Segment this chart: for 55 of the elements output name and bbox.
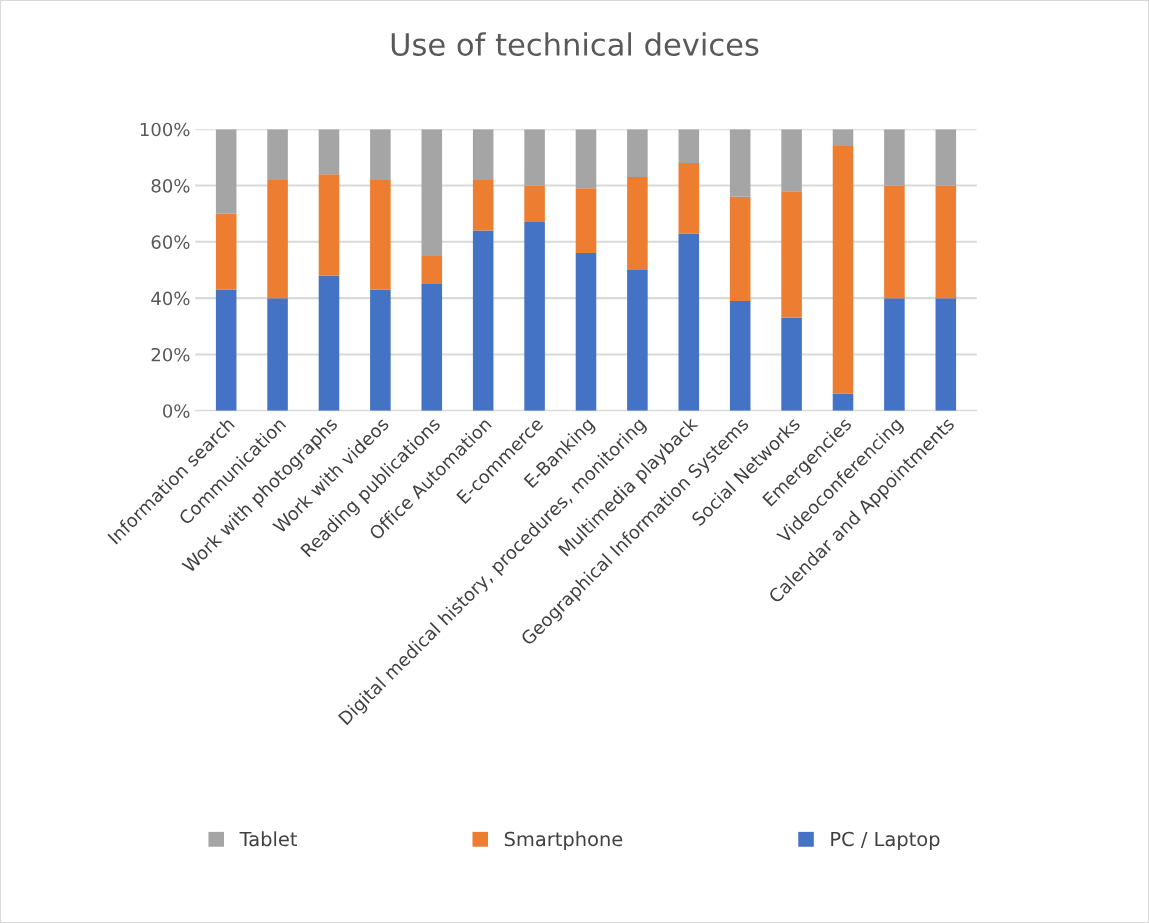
bar [935, 129, 957, 186]
bar [678, 163, 700, 234]
bar [524, 185, 545, 223]
bar [781, 317, 802, 411]
bar [575, 129, 597, 189]
bar [678, 129, 700, 163]
y-tick-label: 20% [151, 347, 190, 362]
bar [421, 129, 443, 256]
bar [884, 185, 905, 299]
bar [781, 191, 802, 318]
bar [575, 188, 597, 254]
bar [729, 300, 751, 411]
bar [318, 174, 340, 276]
bar [370, 129, 391, 180]
bar [729, 129, 751, 197]
bar [421, 255, 443, 285]
y-tick-label: 100% [140, 122, 190, 137]
bar [472, 230, 494, 411]
bar [832, 146, 854, 394]
bar [832, 129, 854, 147]
bar [884, 298, 905, 411]
bar [524, 222, 545, 411]
legend-label: PC / Laptop [831, 831, 940, 851]
bar [267, 179, 288, 299]
y-tick-label: 40% [151, 291, 190, 306]
y-tick-label: 80% [151, 178, 190, 193]
bar [575, 253, 597, 411]
bar [627, 129, 648, 178]
bar [318, 129, 340, 175]
y-tick-label: 0% [163, 404, 190, 418]
bar [472, 129, 494, 180]
bar [729, 196, 751, 301]
bar [421, 284, 443, 411]
bar [267, 129, 288, 180]
bar [267, 298, 288, 411]
bar [884, 129, 905, 186]
bar [318, 275, 340, 411]
bar [627, 269, 648, 411]
bar [935, 185, 957, 299]
y-tick-label: 60% [151, 235, 190, 249]
bar [370, 179, 391, 290]
bar [215, 289, 237, 411]
chart-title: Use of technical devices [391, 32, 759, 56]
bar [524, 129, 545, 186]
bar [935, 298, 957, 411]
bar [832, 393, 854, 411]
bar [215, 213, 237, 290]
bar [215, 129, 237, 214]
legend-label: Tablet [239, 831, 298, 847]
bar [781, 129, 802, 192]
legend-label: Smartphone [504, 831, 623, 851]
bar [370, 289, 391, 411]
bar [678, 233, 700, 411]
bar [627, 177, 648, 270]
bar [472, 179, 494, 231]
